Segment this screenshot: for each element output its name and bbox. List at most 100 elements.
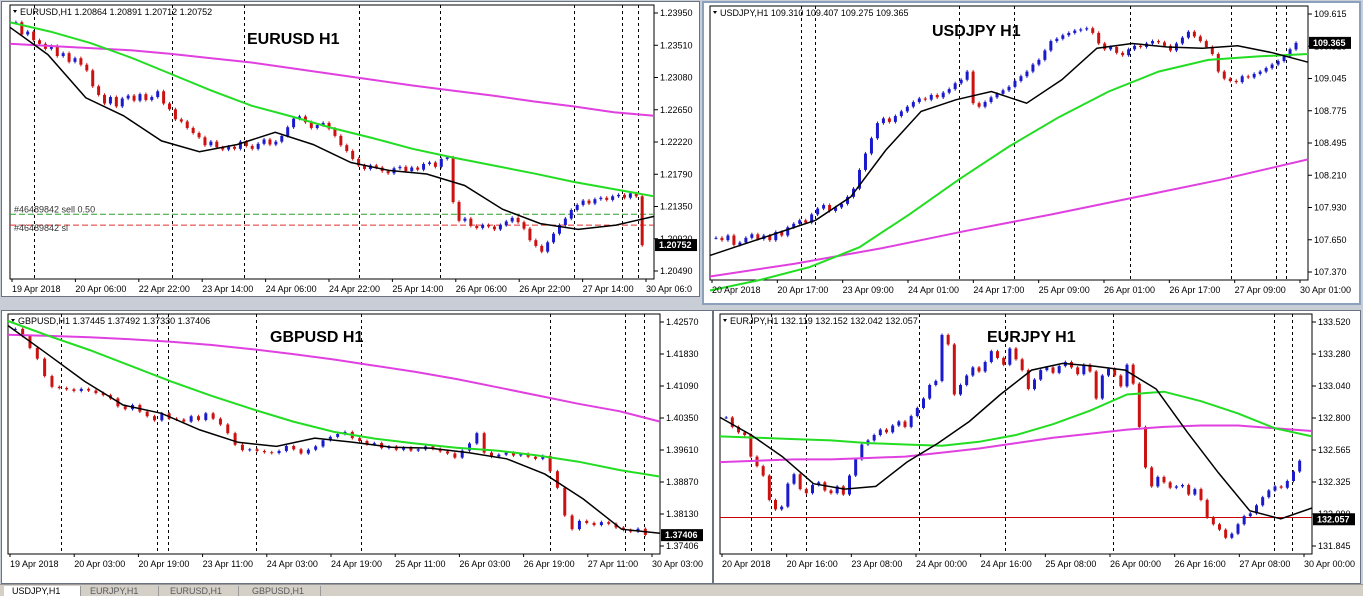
candle-body <box>1242 516 1246 525</box>
candle-body <box>774 231 778 241</box>
candle-body <box>94 390 98 394</box>
candle-body <box>905 106 909 112</box>
price-tick-label: 1.23510 <box>660 40 693 50</box>
price-tick-label: 132.800 <box>1318 413 1351 423</box>
candle-body <box>150 97 154 100</box>
price-tick-label: 1.22220 <box>660 137 693 147</box>
candle-body <box>1234 80 1238 83</box>
time-tick-label: 23 Apr 11:00 <box>203 559 253 569</box>
candle-body <box>761 466 765 476</box>
time-tick-label: 22 Apr 22:00 <box>139 284 190 294</box>
candle-body <box>286 127 290 136</box>
candle-body <box>750 234 754 238</box>
tab-eurusd[interactable]: EURUSD,H1 <box>162 586 239 596</box>
candle-body <box>872 435 876 441</box>
candle-body <box>402 447 406 450</box>
candle-body <box>786 227 790 236</box>
candle-body <box>179 119 183 122</box>
candle-body <box>153 416 157 421</box>
chart-gbpusd[interactable]: GBPUSD,H1 1.37445 1.37492 1.37330 1.3740… <box>2 311 712 583</box>
candle-body <box>887 118 891 122</box>
candle-body <box>1198 36 1202 42</box>
dropdown-arrow-icon <box>13 10 17 13</box>
candle-body <box>114 97 118 107</box>
candle-body <box>599 197 603 200</box>
candle-body <box>221 147 225 150</box>
price-tick-label: 1.21350 <box>660 202 693 212</box>
candle-body <box>854 459 858 476</box>
candle-body <box>744 237 748 243</box>
candle-body <box>457 202 461 221</box>
tab-gbpusd[interactable]: GBPUSD,H1 <box>244 586 321 596</box>
candle-body <box>1228 78 1232 81</box>
candle-body <box>1103 43 1107 50</box>
candle-body <box>714 237 718 239</box>
candle-body <box>726 235 730 241</box>
candle-body <box>339 135 343 146</box>
candle-body <box>398 166 402 169</box>
candle-body <box>577 520 581 530</box>
candle-body <box>585 520 589 523</box>
candle-body <box>1085 28 1089 30</box>
tab-usdjpy[interactable]: USDJPY,H1 <box>4 586 81 596</box>
candle-body <box>1076 367 1080 375</box>
chart-usdjpy[interactable]: USDJPY,H1 109.310 109.407 109.275 109.36… <box>704 3 1359 303</box>
candle-body <box>453 453 457 458</box>
candle-body <box>617 194 621 197</box>
candle-body <box>43 358 47 377</box>
chart-big-title: USDJPY H1 <box>932 23 1021 40</box>
candle-body <box>983 362 987 372</box>
current-price-badge <box>1313 513 1355 526</box>
candle-body <box>552 233 556 243</box>
candle-body <box>953 83 957 90</box>
time-tick-label: 30 Apr 06:0 <box>646 284 692 294</box>
ma-fast-line <box>719 362 1313 520</box>
time-tick-label: 24 Apr 03:00 <box>267 559 318 569</box>
candle-body <box>1261 497 1265 506</box>
price-tick-label: 1.41830 <box>666 349 699 359</box>
candle-body <box>1094 371 1098 399</box>
candle-body <box>1051 367 1055 373</box>
dropdown-arrow-icon <box>713 11 717 14</box>
candle-body <box>989 351 993 362</box>
candle-body <box>1218 524 1221 530</box>
candle-body <box>333 128 337 136</box>
candle-body <box>971 367 975 376</box>
candle-body <box>65 388 69 390</box>
candle-body <box>280 135 284 142</box>
chart-window-gbpusd[interactable]: GBPUSD,H1 1.37445 1.37492 1.37330 1.3740… <box>1 310 713 584</box>
candle-body <box>959 384 962 395</box>
chart-window-eurjpy[interactable]: EURJPY,H1 132.119 132.152 132.042 132.05… <box>713 310 1361 584</box>
candle-body <box>469 218 473 226</box>
price-tick-label: 1.41090 <box>666 381 699 391</box>
chart-eurjpy[interactable]: EURJPY,H1 132.119 132.152 132.042 132.05… <box>714 311 1360 583</box>
candle-body <box>145 411 149 417</box>
candle-body <box>541 455 545 459</box>
time-tick-label: 20 Apr 17:00 <box>777 285 828 295</box>
candle-body <box>79 58 83 65</box>
candle-body <box>1025 71 1029 77</box>
candle-body <box>1043 50 1047 60</box>
candle-body <box>1288 49 1292 57</box>
time-tick-label: 25 Apr 11:00 <box>395 559 445 569</box>
candle-body <box>1045 367 1049 371</box>
candle-body <box>1061 35 1065 39</box>
candle-body <box>1014 348 1018 360</box>
chart-window-eurusd[interactable]: #46489842 sell 0.50 #46489842 sl EURUSD,H1… <box>1 1 700 297</box>
time-tick-label: 27 Apr 09:00 <box>1235 285 1286 295</box>
candle-body <box>197 133 201 138</box>
candle-body <box>863 153 867 170</box>
candle-body <box>1270 64 1274 69</box>
chart-window-usdjpy[interactable]: USDJPY,H1 109.310 109.407 109.275 109.36… <box>702 1 1361 305</box>
chart-eurusd[interactable]: #46489842 sell 0.50 #46489842 sl EURUSD,H1… <box>2 2 701 298</box>
candle-body <box>1199 489 1203 500</box>
candle-body <box>215 141 219 148</box>
tab-eurjpy[interactable]: EURJPY,H1 <box>82 586 159 596</box>
candle-body <box>917 98 921 103</box>
candle-body <box>211 413 215 419</box>
candle-body <box>869 138 873 154</box>
candle-body <box>1211 517 1215 525</box>
candle-body <box>1193 489 1197 495</box>
candle-body <box>1007 86 1011 91</box>
candle-body <box>570 515 574 530</box>
